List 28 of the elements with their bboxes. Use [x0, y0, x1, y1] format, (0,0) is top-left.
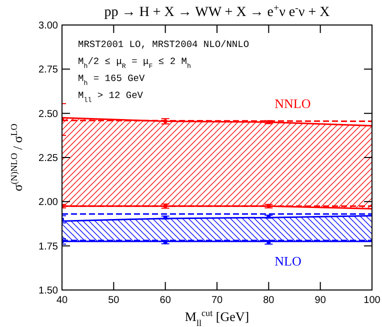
line-series — [62, 117, 372, 126]
y-tick-label: 2.50 — [38, 108, 58, 120]
text: NLO — [274, 253, 302, 268]
point — [163, 204, 168, 208]
x-tick-label: 40 — [56, 295, 68, 306]
x-tick-label: 60 — [160, 295, 172, 306]
point — [266, 204, 271, 208]
x-tick-label: 90 — [314, 295, 326, 306]
y-tick-label: 2.75 — [38, 64, 58, 76]
point — [163, 216, 168, 220]
x-tick-label: 80 — [263, 295, 275, 306]
annotation: MRST2001 LO, MRST2004 NLO/NNLO — [78, 39, 250, 50]
chart-title: pp → H + X → WW + X → e$^{+}$ν e$^{-}$ν + X — [104, 2, 330, 20]
y-tick-label: 3.00 — [38, 20, 58, 32]
y-tick-label: 1.75 — [38, 241, 58, 252]
series-label: NNLO — [274, 96, 311, 112]
y-tick-label: 2.25 — [38, 153, 58, 164]
x-tick-label: 70 — [211, 295, 223, 306]
x-axis-title: M$_{ll}$$^{cut}$ [GeV] — [184, 308, 250, 327]
annotation: M$_{h}$ = 165 GeV — [78, 73, 146, 87]
annotation: M$_{h}$/2 ≤ μ$_{R}$ = μ$_{F}$ ≤ 2 M$_{h}$ — [78, 56, 191, 70]
x-tick-label: 100 — [364, 295, 381, 306]
y-tick-label: 2.00 — [38, 197, 58, 208]
x-tick-label: 50 — [108, 295, 120, 306]
point — [266, 214, 271, 219]
point — [266, 120, 271, 124]
y-tick-label: 1.50 — [38, 286, 58, 296]
annotation: M$_{ll}$ > 12 GeV — [78, 90, 144, 104]
